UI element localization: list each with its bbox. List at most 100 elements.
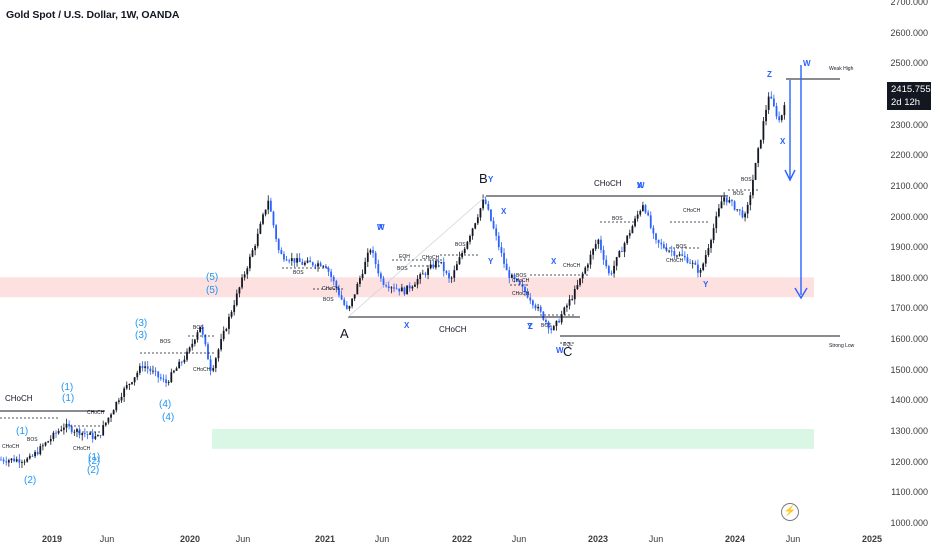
candle-body xyxy=(118,400,120,402)
price-tick: 1400.000 xyxy=(890,395,928,406)
wave-label-x: X xyxy=(780,137,786,146)
candle xyxy=(36,446,39,456)
candle-body xyxy=(783,105,786,116)
candle-body xyxy=(626,235,629,244)
candle-body xyxy=(471,228,474,236)
candle-body xyxy=(686,257,689,263)
candle-body xyxy=(125,385,128,389)
candle xyxy=(521,279,524,292)
candle xyxy=(453,265,456,282)
candle xyxy=(429,259,432,270)
candle-body xyxy=(602,250,605,260)
candle-body xyxy=(432,264,435,268)
candle-body xyxy=(644,205,647,213)
candle xyxy=(387,280,390,292)
candle xyxy=(81,432,84,441)
candle xyxy=(419,272,422,284)
candle-body xyxy=(249,256,251,269)
candle xyxy=(720,196,723,209)
candle-body xyxy=(728,200,731,203)
candle xyxy=(767,92,770,114)
candle-body xyxy=(138,366,141,373)
candle xyxy=(513,273,516,283)
bos-label: BOS xyxy=(541,323,552,329)
candle xyxy=(550,326,553,334)
candle xyxy=(649,211,652,230)
candle xyxy=(377,259,380,277)
candle xyxy=(233,300,236,316)
bos-label: BOS xyxy=(455,242,466,248)
candle-body xyxy=(597,239,600,245)
candle-body xyxy=(262,214,264,224)
time-tick: Jun xyxy=(99,534,115,544)
candle xyxy=(615,256,618,271)
candle-body xyxy=(754,162,757,180)
candle-body xyxy=(448,273,450,279)
candle-body xyxy=(469,235,471,242)
candle-body xyxy=(526,292,529,298)
candle xyxy=(563,306,566,316)
candle-body xyxy=(503,252,505,264)
candle-body xyxy=(178,361,181,369)
candle-body xyxy=(516,278,519,281)
candle xyxy=(39,443,42,456)
elliott-wave-label: (1) xyxy=(61,382,74,393)
candle-body xyxy=(141,366,144,368)
candle-body xyxy=(97,435,99,437)
wave-label-x: X xyxy=(501,207,507,216)
candle-body xyxy=(340,295,343,300)
candle xyxy=(697,259,699,278)
price-tick: 2300.000 xyxy=(890,119,928,130)
candle xyxy=(657,239,660,248)
candle xyxy=(516,278,519,282)
choch-label: CHoCH xyxy=(594,179,622,188)
candle-body xyxy=(209,359,212,371)
eqh-label: EQH xyxy=(399,254,410,260)
candle xyxy=(304,260,306,267)
candle xyxy=(311,261,314,268)
candle-body xyxy=(511,274,513,278)
candle-body xyxy=(15,459,18,462)
candle-body xyxy=(60,429,63,431)
candle-body xyxy=(201,326,204,335)
candle xyxy=(445,270,448,276)
bos-label: BOS xyxy=(27,437,38,443)
wave-label-x: X xyxy=(637,181,643,190)
candle xyxy=(471,227,474,240)
candle-body xyxy=(254,245,257,251)
candle xyxy=(518,280,521,286)
bos-label: BOS xyxy=(676,244,687,250)
candle-body xyxy=(343,299,346,305)
candle-body xyxy=(70,426,73,433)
candle-body xyxy=(476,217,479,224)
candle xyxy=(125,381,128,390)
bos-label: BOS xyxy=(733,191,744,197)
candle-body xyxy=(699,269,702,273)
tradingview-logo-icon[interactable]: ⚡ xyxy=(781,503,799,521)
candle xyxy=(503,248,505,268)
candle xyxy=(10,458,13,463)
candle-body xyxy=(419,274,422,280)
wave-label-z: Z xyxy=(767,70,772,79)
candle xyxy=(293,258,296,268)
candle xyxy=(340,290,343,301)
candle-body xyxy=(183,359,186,363)
candle-body xyxy=(188,347,191,352)
time-tick: 2025 xyxy=(861,534,883,544)
candle xyxy=(704,250,707,267)
candle xyxy=(173,369,175,374)
candle-body xyxy=(752,179,754,196)
candle-body xyxy=(120,396,123,401)
candle-body xyxy=(49,438,52,442)
candle-body xyxy=(461,253,464,258)
candle xyxy=(133,377,136,386)
candle xyxy=(529,293,532,305)
candle xyxy=(466,240,469,250)
candle xyxy=(159,373,162,381)
candle xyxy=(757,146,760,168)
candle xyxy=(594,239,597,252)
candle-body xyxy=(154,370,157,372)
candle-body xyxy=(102,425,105,436)
candle-body xyxy=(600,239,602,251)
